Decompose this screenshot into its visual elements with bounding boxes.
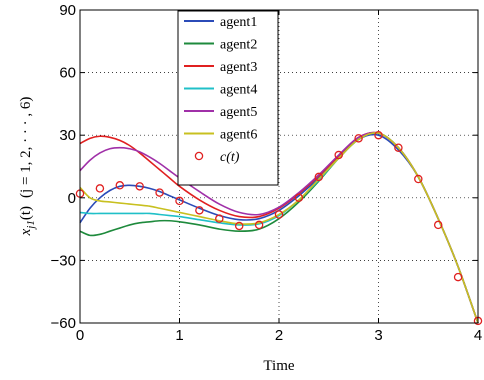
marker-point <box>394 143 403 152</box>
y-tick-label: 60 <box>59 65 76 82</box>
marker-point <box>215 214 224 223</box>
x-tick-label: 1 <box>175 327 183 344</box>
y-tick-label: 0 <box>68 190 76 207</box>
tick-labels: 0 1 2 3 4 −60 −30 0 30 60 90 <box>51 2 483 344</box>
marker-point <box>274 210 284 219</box>
legend-label-agent2: agent2 <box>220 38 257 53</box>
legend-marker-ct <box>194 151 204 161</box>
marker-point <box>334 150 343 160</box>
legend: agent1 agent2 agent3 agent4 agent5 agent6 c(t) <box>177 10 279 186</box>
x-tick-label: 0 <box>76 327 84 344</box>
marker-point <box>95 184 105 193</box>
y-label-sub: j1 <box>25 220 37 231</box>
marker-point <box>414 174 423 184</box>
y-tick-label: −60 <box>51 315 76 332</box>
y-label-arg: (t) <box>18 206 34 220</box>
legend-label-agent3: agent3 <box>220 60 257 75</box>
marker-layer <box>75 130 483 326</box>
marker-point <box>135 182 144 191</box>
marker-point <box>314 172 324 182</box>
marker-point <box>374 130 383 140</box>
marker-point <box>453 272 463 282</box>
marker-point <box>195 206 204 215</box>
marker-point <box>433 220 443 230</box>
marker-point <box>354 134 363 143</box>
x-axis-label: Time <box>263 358 294 374</box>
marker-point <box>155 188 164 197</box>
legend-label-agent5: agent5 <box>220 105 257 120</box>
y-label-paren: (j = 1, 2, · · · , 6) <box>18 97 34 198</box>
marker-point <box>175 196 184 206</box>
legend-label-agent1: agent1 <box>220 15 257 30</box>
series-line-agent6 <box>79 132 479 324</box>
y-label-var: x <box>18 228 34 236</box>
y-tick-label: 30 <box>59 127 76 144</box>
y-axis-label: xj1(t) (j = 1, 2, · · · , 6) <box>18 97 37 237</box>
legend-label-ct: c(t) <box>220 150 240 165</box>
x-tick-label: 3 <box>374 327 382 344</box>
legend-box <box>177 10 279 186</box>
legend-label-agent6: agent6 <box>220 128 257 143</box>
y-tick-label: 90 <box>59 2 76 19</box>
x-tick-label: 2 <box>275 327 283 344</box>
legend-label-agent4: agent4 <box>220 83 257 98</box>
marker-point <box>294 193 304 203</box>
series-layer <box>79 131 479 324</box>
marker-point <box>254 220 264 230</box>
x-tick-label: 4 <box>474 327 482 344</box>
series-line-agent1 <box>79 133 479 324</box>
y-tick-label: −30 <box>51 252 76 269</box>
marker-point <box>234 221 244 231</box>
marker-point <box>115 181 125 190</box>
